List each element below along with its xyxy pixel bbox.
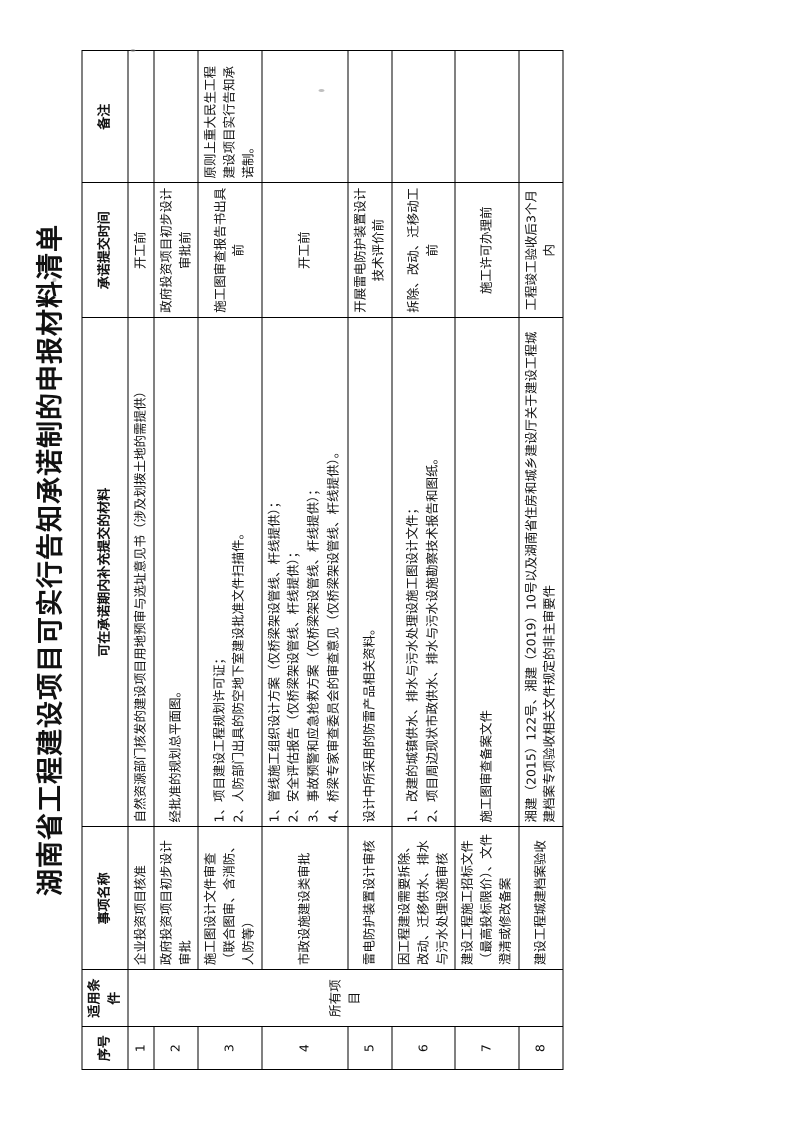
cell-seq: 8: [518, 1026, 563, 1070]
cell-materials: 经批准的规划总平面图。: [153, 317, 198, 827]
materials-text: 湘建（2015）122号、湘建（2019）10号以及湖南省住房和城乡建设厅关于建…: [522, 331, 557, 823]
cell-item-name: 建设工程城建档案验收: [518, 826, 563, 970]
cell-seq: 1: [127, 1026, 154, 1070]
cell-submit-time: 工程竣工验收后3个月内: [518, 182, 563, 318]
cell-submit-time: 施工许可办理前: [454, 182, 518, 318]
header-item-name: 事项名称: [81, 826, 128, 970]
materials-list: 1、管线施工组织设计方案（仅桥梁架设管线、杆线提供）； 2、安全评估报告（仅桥梁架…: [265, 322, 343, 823]
materials-list-item: 2、安全评估报告（仅桥梁架设管线、杆线提供）；: [285, 545, 301, 823]
header-seq: 序号: [81, 1026, 128, 1070]
cell-submit-time: 拆除、改动、迁移动工前: [391, 182, 455, 318]
table-header: 序号 适用条件 事项名称 可在承诺期内补充提交的材料 承诺提交时间 备注: [81, 50, 128, 1070]
materials-list: 1、项目建设工程规划许可证； 2、人防部门出具的防空地下室建设批准文件扫描件。: [210, 322, 249, 823]
table-row: 4 市政设施建设类审批 1、管线施工组织设计方案（仅桥梁架设管线、杆线提供）； 2、安…: [261, 50, 347, 1070]
materials-text: 经批准的规划总平面图。: [167, 684, 183, 823]
cell-remark: [127, 50, 154, 183]
cell-remark: 原则上重大民生工程建设项目实行告知承诺制。: [197, 50, 261, 183]
materials-text: 施工图审查备案文件: [478, 709, 493, 823]
cell-materials: 自然资源部门核发的建设项目用地预审与选址意见书（涉及划拨土地的需提供）: [127, 317, 154, 827]
cell-remark: [261, 50, 347, 183]
page-title: 湖南省工程建设项目可实行告知承诺制的申报材料清单: [35, 224, 66, 896]
cell-remark: [391, 50, 455, 183]
materials-text: 自然资源部门核发的建设项目用地预审与选址意见书（涉及划拨土地的需提供）: [132, 384, 147, 823]
scan-speck: [52, 278, 56, 282]
materials-list-item: 2、项目周边现状市政供水、排水与污水设施勘察技术报告和图纸。: [424, 452, 440, 823]
cell-seq: 6: [391, 1026, 455, 1070]
cell-submit-time: 开工前: [127, 182, 154, 318]
materials-text: 设计中所采用的防雷产品相关资料。: [360, 622, 376, 823]
cell-seq: 2: [153, 1026, 198, 1070]
header-row: 序号 适用条件 事项名称 可在承诺期内补充提交的材料 承诺提交时间 备注: [81, 50, 128, 1070]
cell-item-name: 政府投资项目初步设计审批: [153, 826, 198, 970]
cell-submit-time: 政府投资项目初步设计审批前: [153, 182, 198, 318]
table-body: 1 所有项目 企业投资项目核准 自然资源部门核发的建设项目用地预审与选址意见书（涉及划…: [127, 50, 563, 1070]
header-remark: 备注: [81, 50, 128, 183]
header-materials: 可在承诺期内补充提交的材料: [81, 317, 128, 827]
cell-materials: 设计中所采用的防雷产品相关资料。: [347, 317, 392, 827]
materials-list-item: 3、事故预警和应急抢救方案（仅桥梁架设管线、杆线提供）；: [305, 483, 320, 823]
cell-remark: [518, 50, 563, 183]
table-row: 2 政府投资项目初步设计审批 经批准的规划总平面图。 政府投资项目初步设计审批前: [153, 50, 198, 1070]
table-row: 3 施工图设计文件审查（联合图审、含消防、人防等） 1、项目建设工程规划许可证； 2、…: [197, 50, 261, 1070]
header-submit-time: 承诺提交时间: [81, 182, 128, 318]
scan-speck: [130, 49, 135, 52]
cell-remark: [454, 50, 518, 183]
cell-remark: [347, 50, 392, 183]
cell-seq: 4: [261, 1026, 347, 1070]
materials-list-item: 1、管线施工组织设计方案（仅桥梁架设管线、杆线提供）；: [265, 495, 281, 823]
table-row: 7 建设工程施工招标文件（最高投标限价）、文件澄清或修改备案 施工图审查备案文件 施工…: [454, 50, 518, 1070]
cell-materials: 1、改建的城镇供水、排水与污水处理设施工图设计文件； 2、项目周边现状市政供水、排…: [391, 317, 455, 827]
cell-seq: 5: [347, 1026, 392, 1070]
cell-item-name: 企业投资项目核准: [127, 826, 154, 970]
cell-submit-time: 施工图审查报告书出具前: [197, 182, 261, 318]
materials-list: 1、改建的城镇供水、排水与污水处理设施工图设计文件； 2、项目周边现状市政供水、排…: [403, 322, 442, 823]
cell-submit-time: 开展雷电防护装置设计技术评价前: [347, 182, 392, 318]
cell-applicable-condition: 所有项目: [127, 969, 563, 1027]
table-row: 6 因工程建设需要拆除、改动、迁移供水、排水与污水处理设施审核 1、改建的城镇供水、…: [391, 50, 455, 1070]
cell-materials: 湘建（2015）122号、湘建（2019）10号以及湖南省住房和城乡建设厅关于建…: [518, 317, 563, 827]
table-row: 1 所有项目 企业投资项目核准 自然资源部门核发的建设项目用地预审与选址意见书（涉及划…: [127, 50, 563, 1070]
cell-submit-time: 开工前: [261, 182, 347, 318]
table-row: 8 建设工程城建档案验收 湘建（2015）122号、湘建（2019）10号以及湖南省…: [518, 50, 563, 1070]
cell-item-name: 因工程建设需要拆除、改动、迁移供水、排水与污水处理设施审核: [391, 826, 455, 970]
cell-item-name: 市政设施建设类审批: [261, 826, 347, 970]
materials-list-item: 4、桥梁专家审查委员会的审查意见（仅桥梁架设管线、杆线提供）。: [324, 445, 340, 823]
materials-list-item: 1、改建的城镇供水、排水与污水处理设施工图设计文件；: [404, 502, 420, 823]
document-body: 湖南省工程建设项目可实行告知承诺制的申报材料清单 序号 适用条件 事项名称 可在: [28, 50, 763, 1070]
scan-speck: [318, 89, 324, 92]
cell-seq: 7: [454, 1026, 518, 1070]
materials-list-item: 1、项目建设工程规划许可证；: [210, 652, 226, 823]
cell-materials: 1、项目建设工程规划许可证； 2、人防部门出具的防空地下室建设批准文件扫描件。: [197, 317, 261, 827]
table-row: 5 雷电防护装置设计审核 设计中所采用的防雷产品相关资料。 开展雷电防护装置设计技术评…: [347, 50, 392, 1070]
cell-item-name: 雷电防护装置设计审核: [347, 826, 392, 970]
cell-item-name: 施工图设计文件审查（联合图审、含消防、人防等）: [197, 826, 261, 970]
cell-materials: 1、管线施工组织设计方案（仅桥梁架设管线、杆线提供）； 2、安全评估报告（仅桥梁架…: [261, 317, 347, 827]
cell-seq: 3: [197, 1026, 261, 1070]
materials-table: 序号 适用条件 事项名称 可在承诺期内补充提交的材料 承诺提交时间 备注 1 所有…: [81, 50, 563, 1070]
cell-item-name: 建设工程施工招标文件（最高投标限价）、文件澄清或修改备案: [454, 826, 518, 970]
cell-materials: 施工图审查备案文件: [454, 317, 518, 827]
header-condition: 适用条件: [81, 969, 128, 1027]
cell-remark: [153, 50, 198, 183]
materials-list-item: 2、人防部门出具的防空地下室建设批准文件扫描件。: [230, 527, 246, 823]
